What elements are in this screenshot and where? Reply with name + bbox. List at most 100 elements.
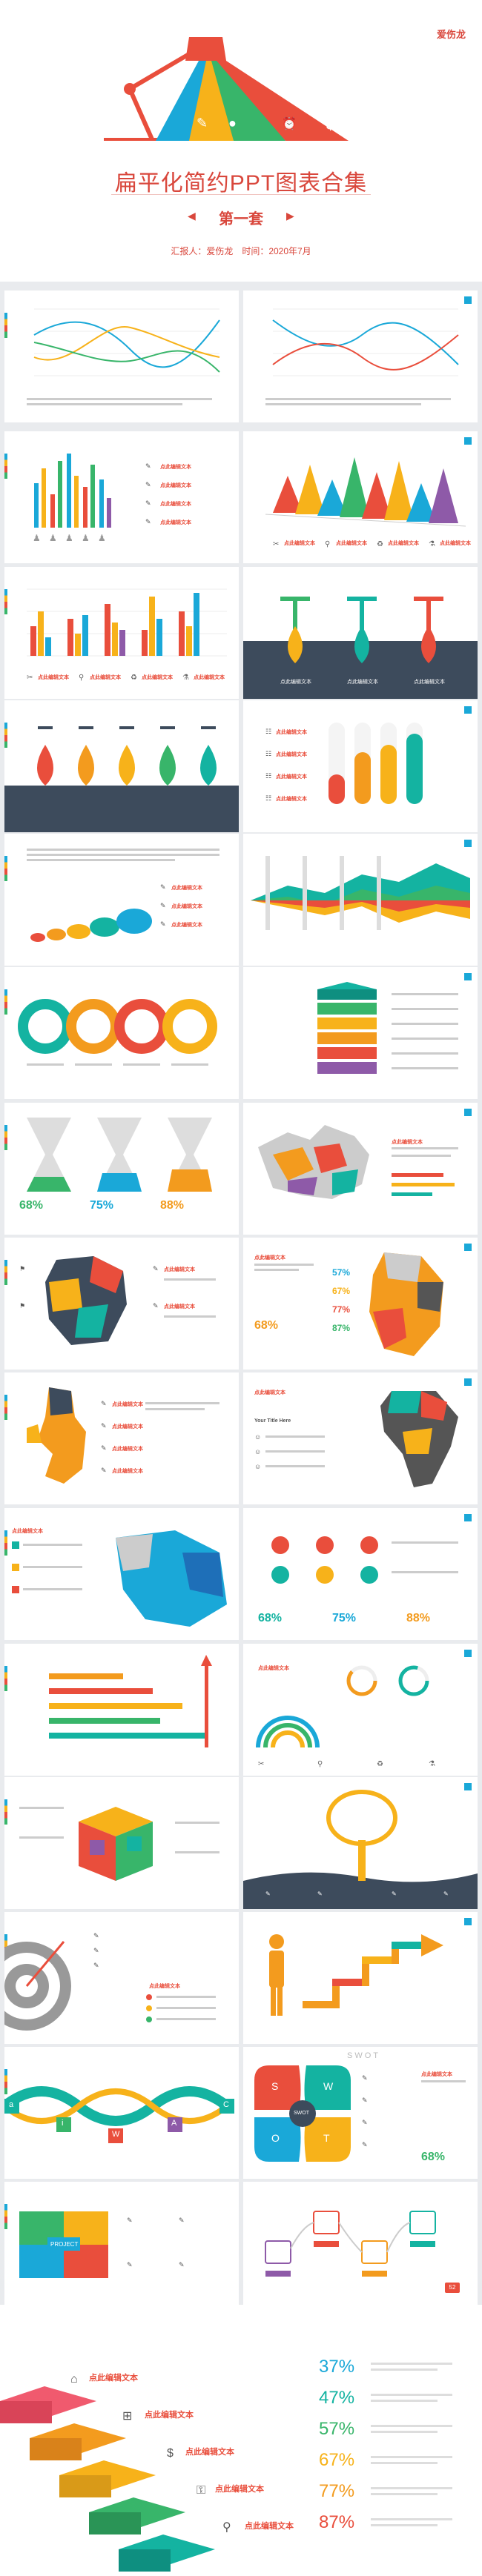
heading-label: 点此编辑文本 bbox=[254, 1255, 285, 1261]
slide-cylinders: ☷ ☷ ☷ ☷ 点此编辑文本 点此编辑文本 点此编辑文本 点此编辑文本 bbox=[243, 700, 478, 832]
svg-text:✂: ✂ bbox=[27, 674, 33, 682]
heading-label: 点此编辑文本 bbox=[90, 675, 121, 680]
circle-percent: 68% bbox=[258, 1612, 283, 1624]
slide-tag bbox=[4, 1260, 7, 1285]
slide-france-map: ⚑ ⚑ ✎ ✎ 点此编辑文本 点此编辑文本 bbox=[4, 1238, 239, 1370]
svg-text:♟: ♟ bbox=[33, 533, 41, 543]
germany-percent: 57% bbox=[332, 1267, 351, 1278]
svg-text:✎: ✎ bbox=[153, 1302, 159, 1309]
svg-text:✎: ✎ bbox=[101, 1400, 107, 1407]
heading-label: 点此编辑文本 bbox=[160, 520, 191, 525]
svg-text:✎: ✎ bbox=[145, 481, 151, 488]
heading-label: 点此编辑文本 bbox=[258, 1666, 289, 1671]
heading-label: 点此编辑文本 bbox=[194, 675, 225, 680]
slide-corner bbox=[464, 296, 472, 304]
step-label: 点此编辑文本 bbox=[185, 2448, 234, 2457]
slide-tag bbox=[4, 989, 7, 1015]
heading-label: 点此编辑文本 bbox=[284, 541, 315, 546]
heading-label: 点此编辑文本 bbox=[440, 541, 471, 546]
horizontal-bars-graphic bbox=[49, 1655, 212, 1747]
heading-label: 点此编辑文本 bbox=[38, 675, 69, 680]
heading-label: 点此编辑文本 bbox=[112, 1402, 143, 1407]
step-label: 点此编辑文本 bbox=[145, 2411, 194, 2420]
cover-subtitle: 第一套 bbox=[219, 211, 263, 228]
wave-letter: W bbox=[112, 2130, 120, 2139]
slide-puzzle-cube bbox=[4, 1777, 239, 1909]
heading-label: 点此编辑文本 bbox=[142, 675, 173, 680]
slide-corner bbox=[464, 973, 472, 980]
slide-germany-map: 点此编辑文本 57% 67% 77% 87% 68% bbox=[243, 1238, 478, 1370]
svg-text:♻: ♻ bbox=[377, 540, 383, 548]
germany-percent: 67% bbox=[332, 1286, 351, 1296]
line-chart-graphic bbox=[27, 308, 220, 405]
staircase-graphic: ⌂ ⊞ $ ⚿ ⚲ bbox=[0, 2373, 231, 2572]
slide-tag bbox=[4, 2204, 7, 2229]
swot-letter: S bbox=[271, 2080, 279, 2092]
heading-label: 点此编辑文本 bbox=[160, 483, 191, 488]
heading-label: 点此编辑文本 bbox=[276, 797, 307, 802]
swot-center-label: SWOT bbox=[294, 2111, 309, 2116]
svg-text:♟: ♟ bbox=[98, 533, 106, 543]
svg-text:☷: ☷ bbox=[265, 750, 271, 757]
percent-text-lines bbox=[371, 2363, 452, 2526]
wave-letter: A bbox=[171, 2119, 177, 2128]
svg-text:✎: ✎ bbox=[101, 1467, 107, 1474]
heading-label: 点此编辑文本 bbox=[388, 541, 419, 546]
swot-title: SWOT bbox=[347, 2051, 380, 2060]
heading-label: 点此编辑文本 bbox=[171, 904, 202, 909]
svg-text:✎: ✎ bbox=[127, 2217, 133, 2224]
svg-text:●: ● bbox=[228, 116, 237, 130]
slide-tag bbox=[4, 1530, 7, 1556]
svg-text:♟: ♟ bbox=[49, 533, 57, 543]
heading-label: 点此编辑文本 bbox=[276, 774, 307, 780]
svg-text:✎: ✎ bbox=[362, 2119, 368, 2126]
cone-chart-graphic: ✂ ⚲ ♻ ⚗ bbox=[265, 457, 466, 548]
svg-text:♟: ♟ bbox=[82, 533, 90, 543]
circle-percent-graphic bbox=[271, 1536, 458, 1584]
svg-text:☺: ☺ bbox=[254, 1433, 261, 1441]
svg-text:✎: ✎ bbox=[127, 2261, 133, 2268]
heading-label: 点此编辑文本 bbox=[414, 680, 445, 685]
svg-text:✎: ✎ bbox=[197, 116, 208, 130]
grouped-bars-graphic: ✂ ⚲ ♻ ⚗ bbox=[27, 588, 227, 682]
europe-map-graphic bbox=[12, 1530, 227, 1627]
svg-text:✎: ✎ bbox=[101, 1444, 107, 1452]
swot-percent: 68% bbox=[421, 2151, 446, 2163]
prev-arrow-icon: ◀ bbox=[188, 210, 196, 222]
slide-corner bbox=[464, 1244, 472, 1251]
heading-label: 点此编辑文本 bbox=[347, 680, 378, 685]
slide-swot: ✎ ✎ ✎ ✎ SWOT SWOT S W O T 点此编辑文本 68% bbox=[243, 2047, 478, 2179]
slide-uk-map: ✎ ✎ ✎ ✎ 点此编辑文本 点此编辑文本 点此编辑文本 点此编辑文本 bbox=[4, 1372, 239, 1504]
svg-text:✎: ✎ bbox=[179, 2261, 185, 2268]
slide-drop-icons bbox=[4, 700, 239, 832]
ring-charts-graphic: ✂ ⚲ ♻ ⚗ bbox=[256, 1665, 435, 1768]
person-arrows-graphic bbox=[269, 1934, 443, 2016]
hourglass-percent: 88% bbox=[160, 1199, 185, 1212]
slide-staircase: ⌂ ⊞ $ ⚿ ⚲ 点此编辑文本 点此编辑文本 点此编辑文本 点此编辑文本 点此编辑文本… bbox=[0, 2305, 482, 2576]
heading-label: 点此编辑文本 bbox=[112, 1424, 143, 1430]
slide-line-chart-1 bbox=[4, 291, 239, 422]
slide-target: ✎ ✎ ✎ 点此编辑文本 bbox=[4, 1912, 239, 2044]
step-label: 点此编辑文本 bbox=[89, 2374, 138, 2383]
process-flow-graphic bbox=[265, 2211, 436, 2277]
svg-text:♻: ♻ bbox=[377, 1760, 383, 1768]
slide-corner bbox=[464, 840, 472, 847]
pumpjack-graphic bbox=[243, 597, 478, 699]
uk-map-graphic: ✎ ✎ ✎ ✎ bbox=[27, 1387, 219, 1484]
swot-letter: O bbox=[271, 2132, 280, 2144]
slide-hourglass: 68% 75% 88% bbox=[4, 1103, 239, 1235]
slide-tag bbox=[4, 1125, 7, 1150]
svg-text:☺: ☺ bbox=[254, 1448, 261, 1455]
svg-text:⚑: ⚑ bbox=[19, 1265, 25, 1272]
step-percent: 67% bbox=[319, 2450, 355, 2470]
svg-text:✎: ✎ bbox=[145, 499, 151, 507]
slide-tag bbox=[4, 1799, 7, 1825]
step-percent: 77% bbox=[319, 2481, 355, 2501]
target-graphic: ✎ ✎ ✎ bbox=[4, 1932, 216, 2031]
svg-text:$: $ bbox=[167, 2447, 174, 2460]
slide-corner bbox=[464, 706, 472, 714]
slide-circle-percent: 68% 75% 88% bbox=[243, 1508, 478, 1640]
hourglass-percent: 75% bbox=[90, 1199, 114, 1212]
slide-corner bbox=[464, 1514, 472, 1521]
heading-label: 点此编辑文本 bbox=[336, 541, 367, 546]
